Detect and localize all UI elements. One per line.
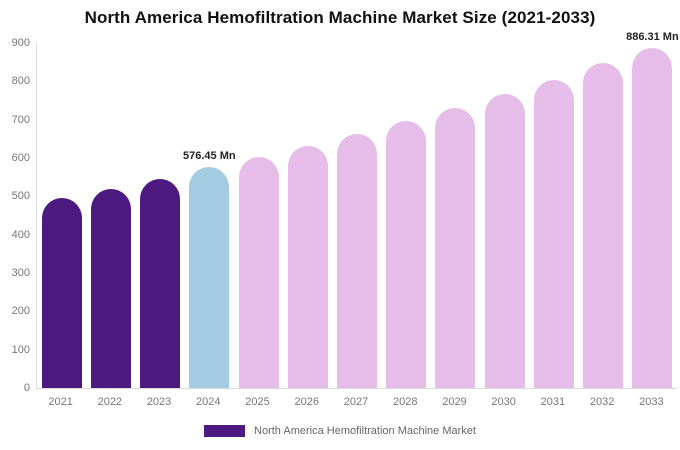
x-tick-label: 2022 xyxy=(97,396,123,408)
x-tick-label: 2033 xyxy=(639,396,664,408)
y-tick-label: 600 xyxy=(11,152,30,164)
x-tick-label: 2031 xyxy=(540,396,566,408)
y-tick-label: 400 xyxy=(11,228,30,241)
y-tick-label: 700 xyxy=(11,113,30,126)
x-tick-label: 2028 xyxy=(392,396,418,408)
x-tick-label: 2025 xyxy=(245,396,270,408)
bar-2032 xyxy=(583,62,624,388)
bar-2026 xyxy=(287,146,328,388)
y-tick-label: 100 xyxy=(11,343,30,356)
bar-2030 xyxy=(484,93,525,388)
y-tick-label: 200 xyxy=(11,305,30,318)
y-tick-label: 0 xyxy=(23,382,30,394)
legend-label: North America Hemofiltration Machine Mar… xyxy=(254,425,476,437)
y-tick-label: 500 xyxy=(11,190,30,203)
x-tick-label: 2024 xyxy=(196,396,221,408)
x-tick-label: 2027 xyxy=(343,396,369,408)
bar-2021 xyxy=(41,198,82,388)
bar-value-label: 886.31 Mn xyxy=(626,31,679,44)
bar-2027 xyxy=(337,133,377,388)
bar-2031 xyxy=(533,80,574,388)
x-tick-label: 2026 xyxy=(294,396,319,408)
bar-2025 xyxy=(238,156,279,388)
bar-value-label: 576.45 Mn xyxy=(183,150,236,163)
bar-2023 xyxy=(140,179,181,388)
y-tick-label: 900 xyxy=(11,37,30,49)
plot-area: 576.45 Mn 886.31 Mn xyxy=(36,31,679,389)
y-tick-label: 300 xyxy=(11,267,30,279)
chart-title: North America Hemofiltration Machine Mar… xyxy=(84,8,596,27)
x-tick-label: 2023 xyxy=(146,396,172,408)
x-tick-label: 2029 xyxy=(442,396,467,408)
x-tick-label: 2032 xyxy=(589,396,615,408)
bar-2033 xyxy=(632,48,673,388)
bar-2022 xyxy=(90,189,131,388)
bar-2028 xyxy=(386,120,427,388)
x-tick-label: 2030 xyxy=(491,396,516,408)
bar-2029 xyxy=(435,108,476,388)
legend-swatch xyxy=(204,425,246,437)
y-tick-label: 800 xyxy=(11,75,30,88)
x-tick-label: 2021 xyxy=(48,396,73,408)
legend: North America Hemofiltration Machine Mar… xyxy=(0,425,680,437)
bar-2024 xyxy=(189,167,230,388)
